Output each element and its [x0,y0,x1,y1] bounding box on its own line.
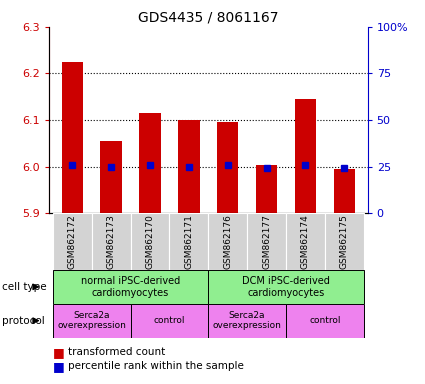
Bar [170,213,208,270]
Bar [208,270,364,304]
Bar [286,213,325,270]
Text: GSM862174: GSM862174 [301,214,310,269]
Text: percentile rank within the sample: percentile rank within the sample [68,361,244,371]
Bar [295,99,316,213]
Text: GSM862176: GSM862176 [223,214,232,269]
Bar [92,213,130,270]
Bar [62,62,83,213]
Text: ■: ■ [53,346,65,359]
Bar [217,122,238,213]
Text: protocol: protocol [2,316,45,326]
Bar [53,213,92,270]
Text: GSM862172: GSM862172 [68,214,76,269]
Bar [130,304,208,338]
Text: cell type: cell type [2,282,47,292]
Bar [325,213,364,270]
Text: GSM862171: GSM862171 [184,214,193,269]
Text: normal iPSC-derived
cardiomyocytes: normal iPSC-derived cardiomyocytes [81,276,180,298]
Bar [208,213,247,270]
Bar [208,304,286,338]
Text: ■: ■ [53,360,65,373]
Bar [100,141,122,213]
Bar [334,169,355,213]
Text: GSM862177: GSM862177 [262,214,271,269]
Bar [178,120,199,213]
Text: transformed count: transformed count [68,347,165,357]
Bar [139,113,161,213]
Text: Serca2a
overexpression: Serca2a overexpression [57,311,126,330]
Text: DCM iPSC-derived
cardiomyocytes: DCM iPSC-derived cardiomyocytes [242,276,330,298]
Text: control: control [309,316,340,325]
Text: GSM862173: GSM862173 [107,214,116,269]
Bar [256,165,277,213]
Title: GDS4435 / 8061167: GDS4435 / 8061167 [138,10,278,24]
Text: Serca2a
overexpression: Serca2a overexpression [212,311,281,330]
Bar [247,213,286,270]
Text: control: control [153,316,185,325]
Bar [286,304,364,338]
Bar [130,213,170,270]
Text: GSM862170: GSM862170 [145,214,154,269]
Bar [53,304,130,338]
Text: GSM862175: GSM862175 [340,214,349,269]
Bar [53,270,208,304]
